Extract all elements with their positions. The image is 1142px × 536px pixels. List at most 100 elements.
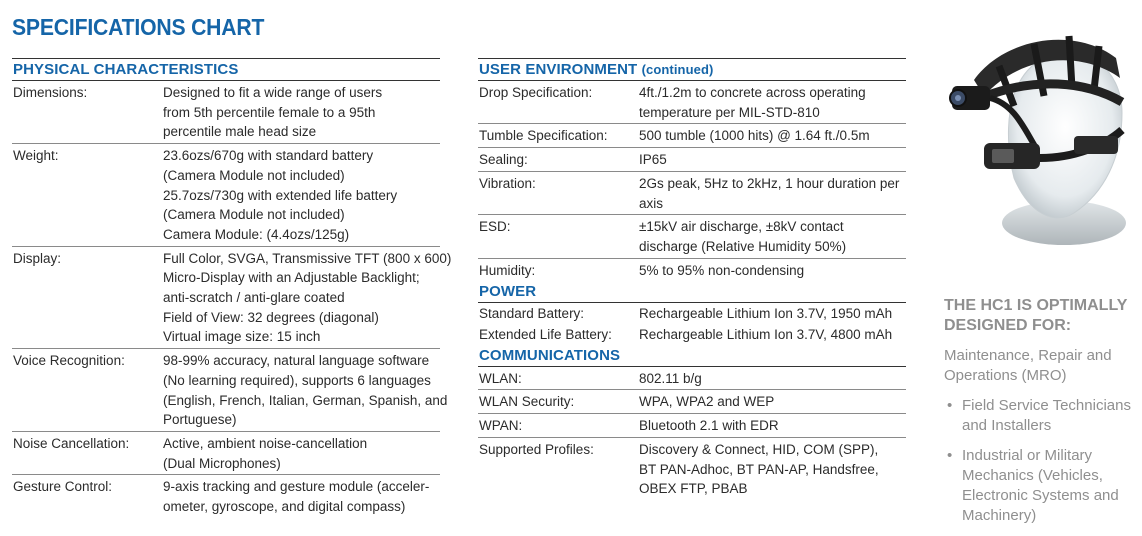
spec-value: IP65 bbox=[639, 150, 906, 170]
spec-row: Vibration: 2Gs peak, 5Hz to 2kHz, 1 hour … bbox=[478, 172, 906, 216]
spec-value: 98-99% accuracy, natural language softwa… bbox=[163, 351, 447, 430]
spec-value: 5% to 95% non-condensing bbox=[639, 261, 906, 281]
page-title: SPECIFICATIONS CHART bbox=[12, 14, 265, 40]
spec-label: Noise Cancellation: bbox=[13, 435, 130, 451]
spec-value-line: ometer, gyroscope, and digital compass) bbox=[163, 499, 406, 515]
spec-value-line: Discovery & Connect, HID, COM (SPP), bbox=[639, 441, 879, 457]
power-rows: Standard Battery: Rechargeable Lithium Io… bbox=[478, 303, 906, 344]
spec-label: Weight: bbox=[13, 148, 59, 164]
user-environment-title: USER ENVIRONMENT bbox=[479, 61, 638, 78]
spec-value: 9-axis tracking and gesture module (acce… bbox=[163, 477, 440, 516]
spec-value: Discovery & Connect, HID, COM (SPP), BT P… bbox=[639, 440, 906, 499]
physical-characteristics-section: PHYSICAL CHARACTERISTICS Dimensions: Desi… bbox=[12, 58, 451, 518]
spec-value-line: (No learning required), supports 6 langu… bbox=[163, 372, 431, 388]
spec-value-line: IP65 bbox=[639, 152, 667, 168]
spec-value: 2Gs peak, 5Hz to 2kHz, 1 hour duration p… bbox=[639, 174, 906, 213]
spec-value-line: WPA, WPA2 and WEP bbox=[639, 394, 775, 410]
spec-row: Drop Specification: 4ft./1.2m to concrete… bbox=[478, 81, 906, 125]
spec-value-line: 5% to 95% non-condensing bbox=[639, 262, 805, 278]
spec-value-line: Active, ambient noise-cancellation bbox=[163, 435, 368, 451]
spec-label: Supported Profiles: bbox=[479, 441, 594, 457]
user-environment-rows: Drop Specification: 4ft./1.2m to concrete… bbox=[478, 81, 906, 281]
spec-value-line: 4ft./1.2m to concrete across operating bbox=[639, 85, 866, 100]
section-heading-user-environment: USER ENVIRONMENT (continued) bbox=[478, 58, 906, 81]
spec-value: 23.6ozs/670g with standard battery (Camer… bbox=[163, 146, 440, 245]
spec-row: WLAN: 802.11 b/g bbox=[478, 367, 906, 391]
spec-value-line: 802.11 b/g bbox=[639, 370, 702, 386]
spec-value: Active, ambient noise-cancellation (Dual … bbox=[163, 434, 440, 473]
physical-rows: Dimensions: Designed to fit a wide range … bbox=[12, 81, 451, 518]
section-heading-power: POWER bbox=[478, 281, 906, 304]
bullet-icon: • bbox=[947, 447, 953, 464]
spec-label: Dimensions: bbox=[13, 85, 88, 100]
spec-label: Display: bbox=[13, 250, 62, 266]
spec-label: Tumble Specification: bbox=[479, 128, 608, 144]
spec-label: Drop Specification: bbox=[479, 85, 593, 100]
spec-value-line: OBEX FTP, PBAB bbox=[639, 481, 748, 497]
spec-row: Extended Life Battery: Rechargeable Lithi… bbox=[478, 324, 906, 345]
spec-row: Weight: 23.6ozs/670g with standard batter… bbox=[12, 144, 440, 247]
spec-value: Bluetooth 2.1 with EDR bbox=[639, 416, 906, 436]
section-heading-physical: PHYSICAL CHARACTERISTICS bbox=[12, 58, 440, 81]
spec-label: Vibration: bbox=[479, 175, 536, 191]
spec-value: WPA, WPA2 and WEP bbox=[639, 392, 906, 412]
spec-row: Supported Profiles: Discovery & Connect, … bbox=[478, 438, 906, 500]
spec-value-line: (English, French, Italian, German, Spani… bbox=[163, 392, 448, 408]
spec-row: Noise Cancellation: Active, ambient noise… bbox=[12, 432, 440, 476]
communications-rows: WLAN: 802.11 b/g WLAN Security: WPA, WPA2 a… bbox=[478, 367, 906, 500]
spec-label: Humidity: bbox=[479, 262, 536, 278]
spec-row: Standard Battery: Rechargeable Lithium Io… bbox=[478, 303, 906, 324]
spec-value-line: Designed to fit a wide range of users bbox=[163, 85, 383, 100]
spec-value-line: 9-axis tracking and gesture module (acce… bbox=[163, 479, 430, 495]
spec-row: WLAN Security: WPA, WPA2 and WEP bbox=[478, 390, 906, 415]
spec-value-line: BT PAN-Adhoc, BT PAN-AP, Handsfree, bbox=[639, 461, 879, 477]
spec-row: Display: Full Color, SVGA, Transmissive T… bbox=[12, 247, 451, 350]
spec-value-line: ±15kV air discharge, ±8kV contact bbox=[639, 219, 844, 235]
spec-label: WLAN Security: bbox=[479, 394, 575, 410]
spec-value-line: Portuguese) bbox=[163, 412, 237, 428]
sidebar-title: THE HC1 IS OPTIMALLY DESIGNED FOR: bbox=[944, 297, 1128, 334]
continued-label: (continued) bbox=[641, 62, 714, 77]
spec-value-line: Rechargeable Lithium Ion 3.7V, 4800 mAh bbox=[639, 327, 893, 343]
spec-value: Full Color, SVGA, Transmissive TFT (800 … bbox=[163, 249, 451, 348]
spec-label: ESD: bbox=[479, 219, 511, 235]
spec-value-line: discharge (Relative Humidity 50%) bbox=[639, 238, 847, 254]
spec-value-line: Full Color, SVGA, Transmissive TFT (800 … bbox=[163, 250, 452, 266]
sidebar-list: • Field Service Technicians and Installer… bbox=[944, 396, 1142, 536]
spec-value: ±15kV air discharge, ±8kV contact dischar… bbox=[639, 217, 906, 256]
spec-value: 802.11 b/g bbox=[639, 369, 906, 389]
spec-value: Designed to fit a wide range of users fro… bbox=[163, 83, 440, 142]
spec-label: Voice Recognition: bbox=[13, 353, 125, 369]
spec-value: Rechargeable Lithium Ion 3.7V, 4800 mAh bbox=[639, 325, 906, 345]
headset-helmet-photo bbox=[949, 35, 1126, 245]
list-item: • Industrial or Military Mechanics (Vehic… bbox=[947, 447, 1119, 524]
spec-value-line: Camera Module: (4.4ozs/125g) bbox=[163, 226, 350, 242]
spec-value-line: Field of View: 32 degrees (diagonal) bbox=[163, 309, 379, 325]
sidebar-intro: Maintenance, Repair and Operations (MRO) bbox=[944, 347, 1112, 384]
spec-label: Gesture Control: bbox=[13, 479, 113, 495]
spec-value-line: from 5th percentile female to a 95th bbox=[163, 104, 376, 120]
spec-label: WLAN: bbox=[479, 370, 522, 386]
spec-label: WPAN: bbox=[479, 418, 523, 434]
spec-value-line: Rechargeable Lithium Ion 3.7V, 1950 mAh bbox=[639, 306, 893, 322]
spec-row: Tumble Specification: 500 tumble (1000 hi… bbox=[478, 124, 906, 149]
spec-value: 4ft./1.2m to concrete across operating te… bbox=[639, 83, 906, 122]
spec-value: Rechargeable Lithium Ion 3.7V, 1950 mAh bbox=[639, 304, 906, 324]
spec-value-line: axis bbox=[639, 195, 664, 211]
spec-row: Gesture Control: 9-axis tracking and gest… bbox=[12, 475, 440, 517]
spec-value-line: temperature per MIL-STD-810 bbox=[639, 104, 820, 120]
user-environment-section: USER ENVIRONMENT (continued) Drop Specif… bbox=[478, 58, 906, 500]
spec-value-line: 2Gs peak, 5Hz to 2kHz, 1 hour duration p… bbox=[639, 175, 900, 191]
spec-value-line: 25.7ozs/730g with extended life battery bbox=[163, 187, 398, 203]
spec-label: Standard Battery: bbox=[479, 306, 585, 322]
spec-label: Sealing: bbox=[479, 152, 528, 168]
spec-value-line: 98-99% accuracy, natural language softwa… bbox=[163, 353, 430, 369]
spec-row: WPAN: Bluetooth 2.1 with EDR bbox=[478, 414, 906, 438]
spec-row: Voice Recognition: 98-99% accuracy, natur… bbox=[12, 349, 447, 432]
spec-value-line: 500 tumble (1000 hits) @ 1.64 ft./0.5m bbox=[639, 128, 870, 144]
spec-row: Dimensions: Designed to fit a wide range … bbox=[12, 81, 440, 145]
spec-value-line: anti-scratch / anti-glare coated bbox=[163, 290, 345, 306]
spec-row: ESD: ±15kV air discharge, ±8kV contact dis… bbox=[478, 215, 906, 259]
spec-value-line: Virtual image size: 15 inch bbox=[163, 329, 321, 345]
spec-label: Extended Life Battery: bbox=[479, 327, 612, 343]
